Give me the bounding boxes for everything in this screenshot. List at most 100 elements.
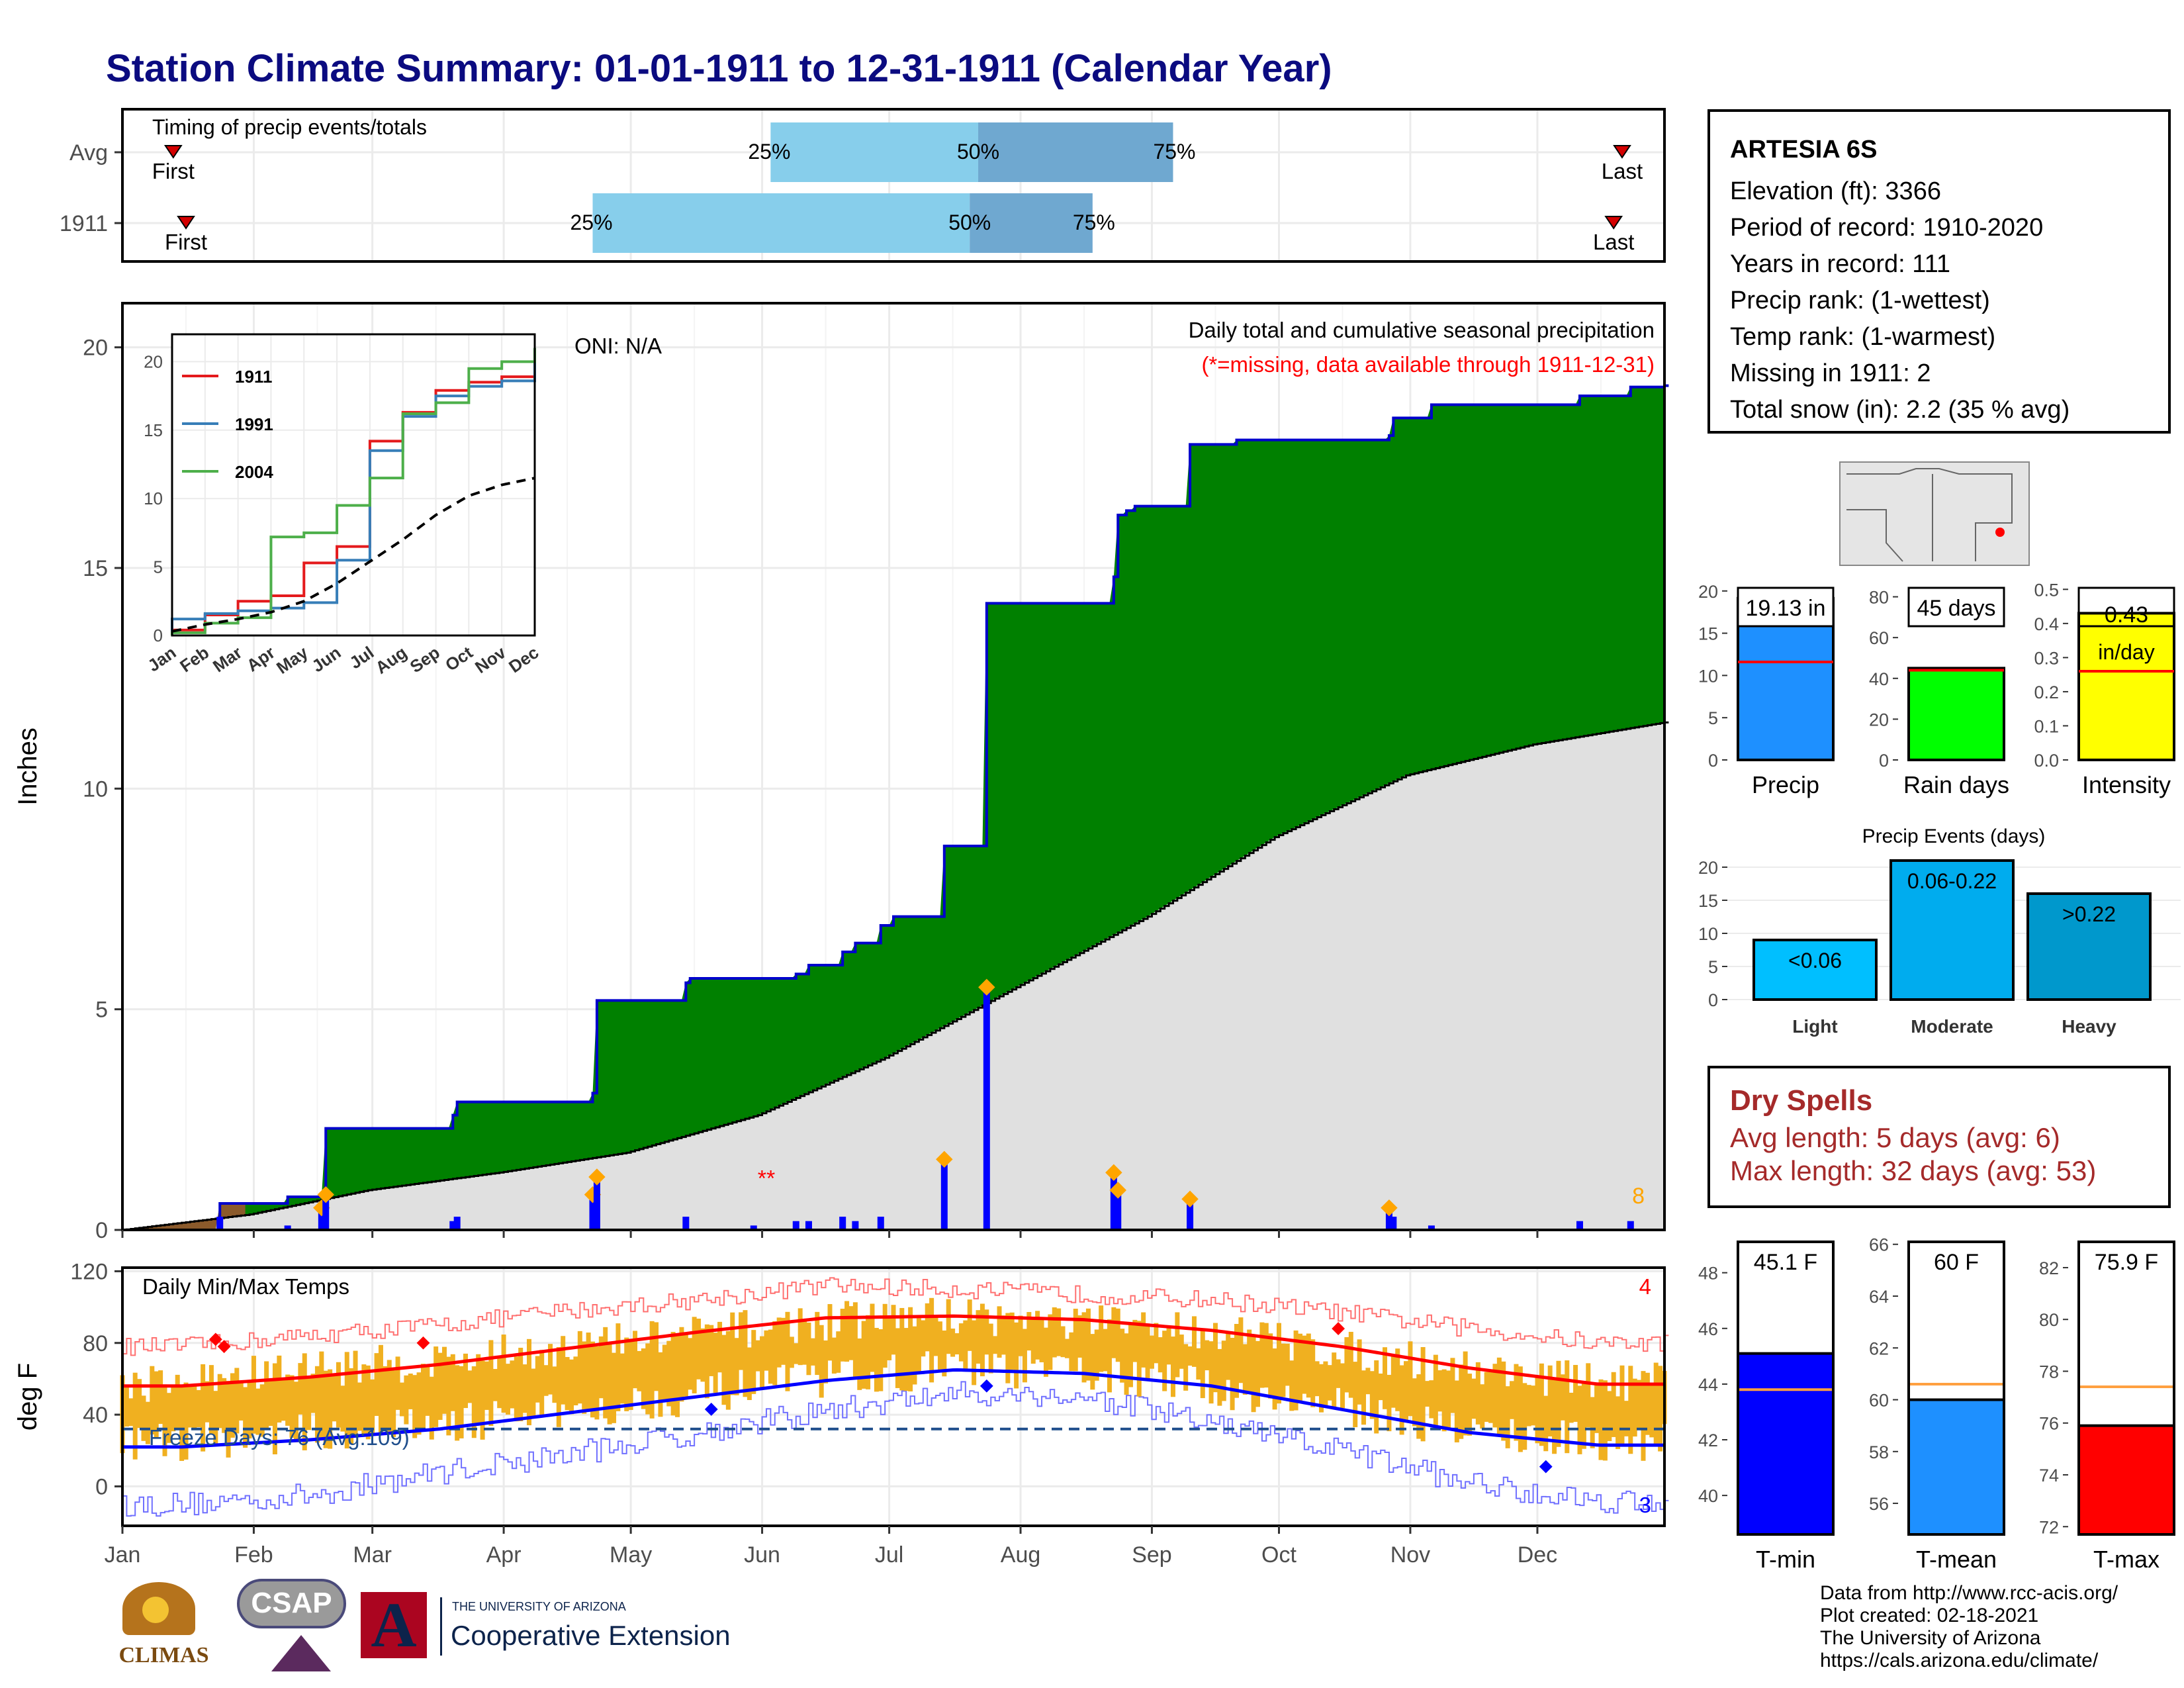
- events-bar: [2026, 892, 2152, 1001]
- daily-temp-bar: [1081, 1312, 1087, 1383]
- daily-temp-bar: [1433, 1354, 1438, 1430]
- daily-temp-bar: [764, 1330, 769, 1371]
- daily-temp-bar: [1018, 1315, 1023, 1356]
- daily-temp-bar: [1179, 1335, 1184, 1369]
- tmean-label: T-mean: [1916, 1546, 1997, 1573]
- avg-min-line: [122, 1368, 1664, 1449]
- daily-temp-bar: [518, 1347, 523, 1421]
- daily-temp-bar: [137, 1379, 142, 1429]
- tmax-ytick-label: 78: [2039, 1362, 2059, 1382]
- daily-temp-bar: [1120, 1329, 1125, 1383]
- daily-temp-bar: [573, 1356, 578, 1405]
- daily-temp-bar: [399, 1382, 404, 1417]
- daily-temp-bar: [641, 1348, 646, 1409]
- daily-temp-bar: [1039, 1318, 1044, 1362]
- tmax-bar: [2077, 1424, 2175, 1536]
- daily-temp-bar: [243, 1387, 248, 1448]
- events-bar: [1889, 859, 2015, 1001]
- daily-temp-bar: [997, 1306, 1002, 1358]
- footer-line-2: Plot created: 02-18-2021: [1820, 1605, 2039, 1626]
- precip-normal-line: [122, 721, 1669, 1231]
- inset-legend-label: 2004: [235, 462, 273, 482]
- precip-normal-area: [122, 722, 1664, 1230]
- daily-temp-bar: [383, 1366, 388, 1429]
- precip-value-box: [1737, 586, 1835, 628]
- dry-avg-text: Avg length: 5 days (avg: 6): [1730, 1122, 2060, 1153]
- daily-temp-bar: [1602, 1380, 1608, 1461]
- timing-p75-label: 75%: [1153, 140, 1195, 164]
- daily-temp-bar: [725, 1331, 731, 1410]
- events-ytick-label: 0: [1708, 990, 1718, 1010]
- month-tick-label: Sep: [1132, 1542, 1172, 1568]
- daily-temp-bar: [332, 1375, 337, 1422]
- temp-ytick-label: 120: [70, 1259, 108, 1284]
- ua-big-text: Cooperative Extension: [451, 1620, 731, 1651]
- daily-temp-bar: [967, 1299, 972, 1351]
- daily-temp-bar: [1437, 1370, 1443, 1412]
- timing-row-label: 1911: [60, 211, 108, 236]
- daily-temp-bar: [1412, 1378, 1417, 1427]
- precip-label: Precip: [1752, 771, 1819, 798]
- inset-ytick-label: 5: [154, 557, 163, 577]
- state-map: [1839, 461, 2030, 566]
- daily-temp-bar: [781, 1317, 786, 1365]
- daily-temp-bar: [556, 1347, 561, 1427]
- daily-temp-bar: [1115, 1308, 1120, 1362]
- daily-temp-bar: [128, 1398, 134, 1427]
- daily-temp-bar: [797, 1308, 803, 1366]
- precip-ytick-label: 15: [1698, 624, 1718, 644]
- daily-precip-bar: [589, 1194, 596, 1230]
- daily-temp-bar: [492, 1369, 498, 1401]
- daily-temp-bar: [963, 1320, 968, 1370]
- intensity-label: Intensity: [2082, 771, 2171, 798]
- daily-temp-bar: [1374, 1360, 1379, 1434]
- daily-temp-bar: [1128, 1325, 1133, 1387]
- events-bar-label: <0.06: [1788, 949, 1842, 972]
- daily-temp-bar: [145, 1401, 150, 1444]
- daily-temp-bar: [205, 1381, 210, 1423]
- timing-bar-25-50: [592, 193, 970, 253]
- daily-temp-bar: [1408, 1341, 1413, 1417]
- daily-temp-bar: [1099, 1305, 1104, 1372]
- daily-temp-bar: [1369, 1371, 1375, 1419]
- daily-temp-bar: [171, 1387, 176, 1432]
- daily-temp-bar: [1653, 1362, 1659, 1444]
- daily-temp-bar: [823, 1340, 829, 1383]
- timing-p25-label: 25%: [748, 140, 790, 164]
- climas-wordmark: CLIMAS: [118, 1643, 209, 1667]
- daily-temp-bar: [1107, 1319, 1112, 1393]
- timing-last-marker: [1613, 145, 1631, 159]
- tmin-ytick-label: 46: [1698, 1319, 1718, 1339]
- daily-precip-bar: [983, 987, 990, 1230]
- daily-temp-bar: [1607, 1391, 1612, 1442]
- precip-rank-text: Precip rank: (1-wettest): [1730, 287, 1990, 314]
- month-tick-label: Feb: [234, 1542, 273, 1568]
- daily-temp-bar: [1212, 1323, 1218, 1393]
- daily-temp-bar: [1035, 1311, 1040, 1360]
- daily-temp-bar: [615, 1323, 621, 1411]
- daily-temp-bar: [268, 1378, 273, 1427]
- daily-temp-bar: [704, 1324, 709, 1399]
- precip-ytick-label: 20: [1698, 582, 1718, 602]
- daily-temp-bar: [836, 1331, 841, 1373]
- intensity-bar: [2077, 612, 2175, 762]
- daily-temp-bar: [162, 1384, 167, 1456]
- daily-temp-bar: [692, 1317, 697, 1393]
- daily-temp-bar: [586, 1333, 591, 1411]
- daily-temp-bar: [1611, 1372, 1616, 1437]
- temp-panel-border: [121, 1266, 1666, 1527]
- daily-temp-bar: [1552, 1378, 1557, 1454]
- daily-temp-bar: [1263, 1323, 1269, 1388]
- daily-temp-bar: [1649, 1384, 1655, 1438]
- month-tick-label: May: [610, 1542, 652, 1568]
- daily-temp-bar: [1395, 1348, 1400, 1411]
- daily-temp-bar: [293, 1382, 298, 1442]
- record-high-marker: [208, 1333, 222, 1346]
- daily-temp-bar: [1111, 1307, 1116, 1358]
- daily-temp-bar: [1623, 1401, 1629, 1436]
- daily-precip-bar: [453, 1217, 461, 1230]
- daily-temp-bar: [1001, 1315, 1006, 1355]
- daily-temp-bar: [158, 1370, 163, 1425]
